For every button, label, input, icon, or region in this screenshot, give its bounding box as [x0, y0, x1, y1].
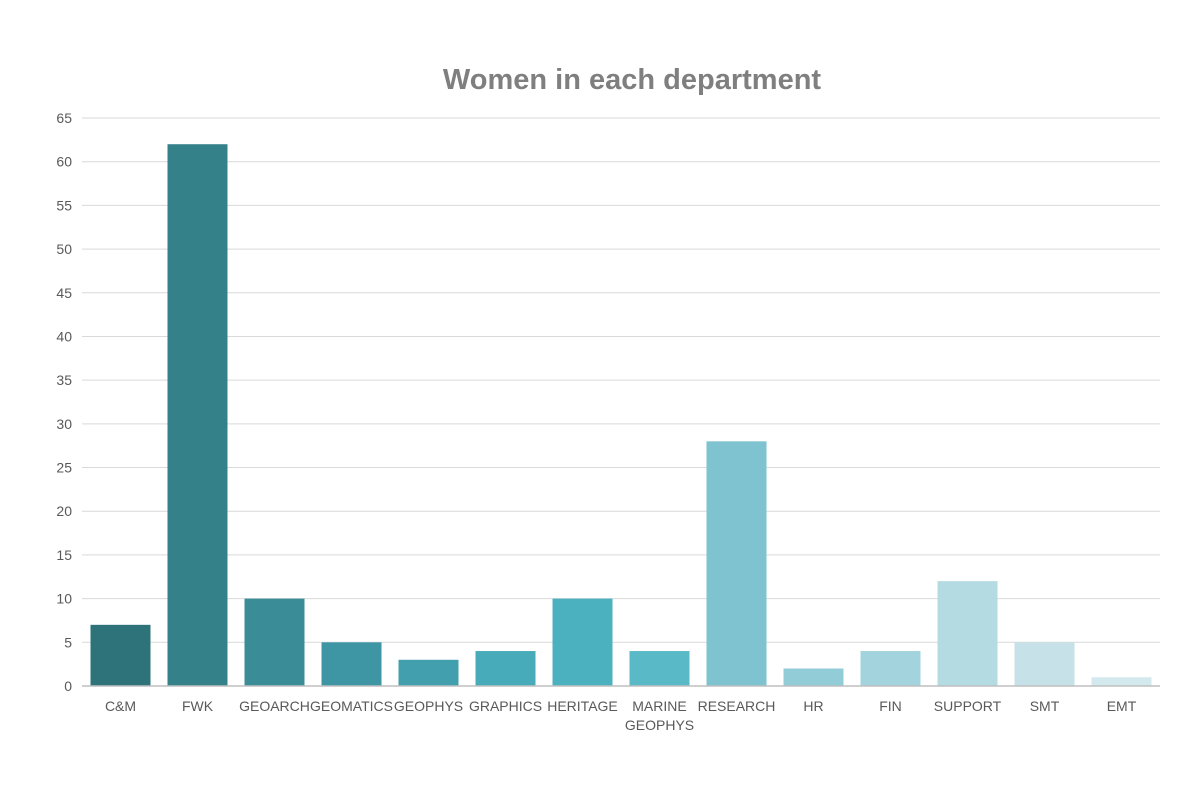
chart-title: Women in each department [442, 64, 822, 96]
y-axis-ticks: 0 5 10 15 20 25 30 35 40 45 50 55 60 65 [56, 110, 72, 694]
y-tick-label: 0 [64, 678, 72, 694]
x-tick-label: SMT [1030, 698, 1060, 714]
x-tick-label: EMT [1107, 698, 1137, 714]
x-tick-label: GEOARCH [239, 698, 310, 714]
bar-fwk [167, 144, 228, 686]
y-tick-label: 5 [64, 634, 72, 650]
x-axis-ticks: C&M FWK GEOARCH GEOMATICS GEOPHYS GRAPHICS HER… [105, 698, 1137, 733]
y-tick-label: 60 [56, 154, 72, 170]
x-tick-label: HR [803, 698, 823, 714]
bar-hr [783, 668, 844, 686]
bar-support [937, 581, 998, 686]
bar-research [706, 441, 767, 686]
y-tick-label: 20 [56, 503, 72, 519]
y-tick-label: 65 [56, 110, 72, 126]
y-tick-label: 55 [56, 197, 72, 213]
x-tick-label: HERITAGE [547, 698, 618, 714]
bar-emt [1091, 677, 1152, 686]
bar-geoarch [244, 598, 305, 686]
x-tick-label: GEOPHYS [394, 698, 463, 714]
x-tick-label: GRAPHICS [469, 698, 542, 714]
x-tick-label: SUPPORT [934, 698, 1002, 714]
x-tick-label: FIN [879, 698, 902, 714]
bar-geomatics [321, 642, 382, 686]
y-tick-label: 40 [56, 328, 72, 344]
bar-graphics [475, 651, 536, 686]
bar-geophys [398, 659, 459, 686]
y-tick-label: 10 [56, 591, 72, 607]
y-tick-label: 15 [56, 547, 72, 563]
x-tick-label: GEOMATICS [310, 698, 393, 714]
x-tick-label: RESEARCH [698, 698, 776, 714]
bar-smt [1014, 642, 1075, 686]
bar-marine-geophys [629, 651, 690, 686]
bar-fin [860, 651, 921, 686]
x-tick-label: FWK [182, 698, 214, 714]
bars [90, 144, 1152, 686]
x-tick-label: MARINE GEOPHYS [625, 698, 694, 733]
gridlines [82, 117, 1160, 643]
y-tick-label: 50 [56, 241, 72, 257]
bar-c-m [90, 624, 151, 686]
y-tick-label: 35 [56, 372, 72, 388]
x-tick-label: C&M [105, 698, 136, 714]
y-tick-label: 30 [56, 416, 72, 432]
y-tick-label: 45 [56, 285, 72, 301]
bar-heritage [552, 598, 613, 686]
y-tick-label: 25 [56, 460, 72, 476]
